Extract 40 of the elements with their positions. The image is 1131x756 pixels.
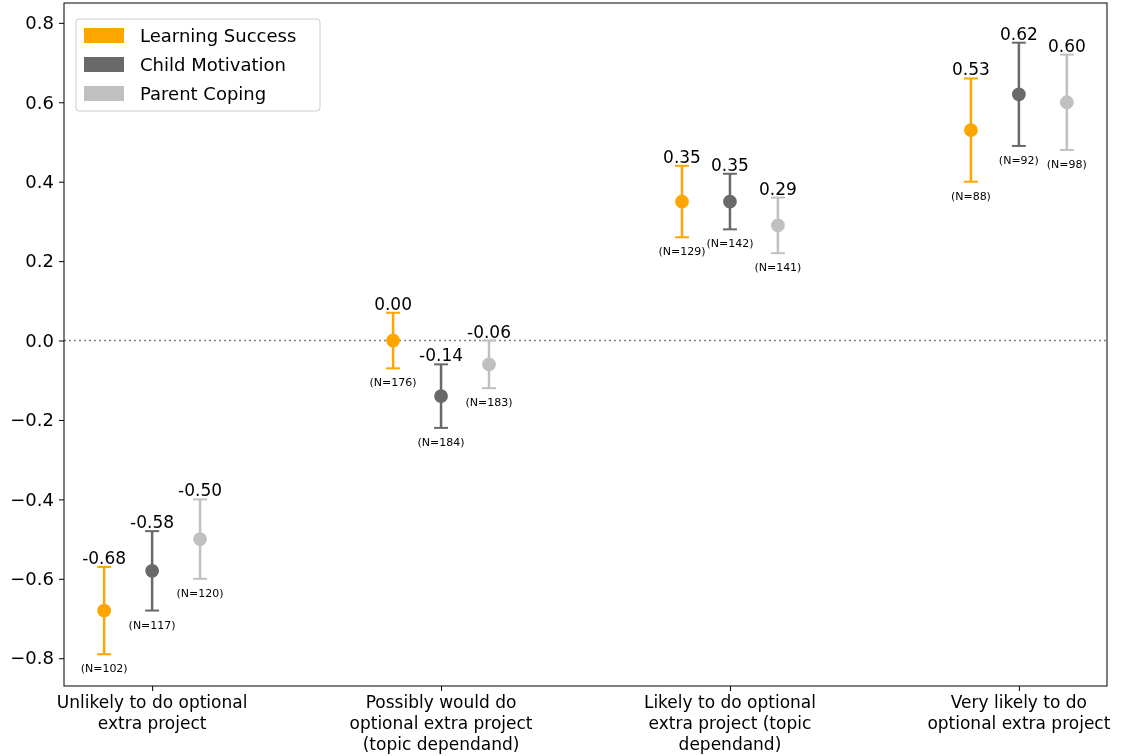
annotation: (N=129)	[658, 245, 706, 259]
data-label: 0.35	[711, 154, 749, 175]
annotation: (N=176)	[369, 376, 417, 390]
y-tick-label: −0.4	[10, 488, 54, 510]
data-label: 0.53	[951, 59, 990, 80]
y-tick-label: −0.8	[10, 647, 54, 669]
data-label: -0.50	[178, 480, 223, 501]
legend-label: Learning Success	[140, 25, 297, 46]
data-label: 0.00	[374, 293, 413, 314]
annotation: (N=92)	[998, 153, 1039, 167]
x-tick-label: Unlikely to do optional extra project	[56, 692, 248, 733]
annotation: (N=120)	[176, 586, 224, 600]
data-label: 0.62	[999, 23, 1038, 44]
data-label: -0.68	[82, 547, 127, 568]
y-tick-label: 0.2	[25, 250, 54, 272]
annotation: (N=98)	[1046, 157, 1087, 171]
data-label: -0.14	[419, 345, 464, 366]
y-tick-label: 0.0	[25, 329, 54, 351]
data-label: -0.06	[467, 321, 511, 342]
annotation: (N=141)	[754, 261, 802, 275]
annotation: (N=184)	[417, 435, 465, 449]
x-tick-label: Possibly would do optional extra project (topic dependand)	[349, 692, 533, 754]
x-tick-label: Very likely to do optional extra project	[927, 692, 1111, 733]
annotation: (N=102)	[80, 662, 128, 676]
data-label: 0.29	[758, 178, 797, 199]
y-tick-label: 0.4	[25, 170, 54, 192]
y-tick-label: −0.6	[10, 568, 54, 590]
annotation: (N=117)	[128, 618, 176, 632]
x-tick-label: Likely to do optional extra project (topic dependand)	[643, 692, 816, 754]
annotation: (N=88)	[950, 189, 991, 203]
annotation: (N=142)	[706, 237, 754, 251]
y-tick-label: 0.6	[25, 91, 54, 113]
annotation: (N=183)	[465, 396, 513, 410]
legend-label: Parent Coping	[140, 83, 267, 104]
y-tick-label: 0.8	[25, 12, 54, 34]
legend-label: Child Motivation	[140, 54, 286, 75]
y-tick-label: −0.2	[10, 409, 54, 431]
data-label: 0.35	[663, 146, 701, 167]
data-label: 0.60	[1047, 35, 1086, 56]
data-label: -0.58	[130, 512, 175, 533]
